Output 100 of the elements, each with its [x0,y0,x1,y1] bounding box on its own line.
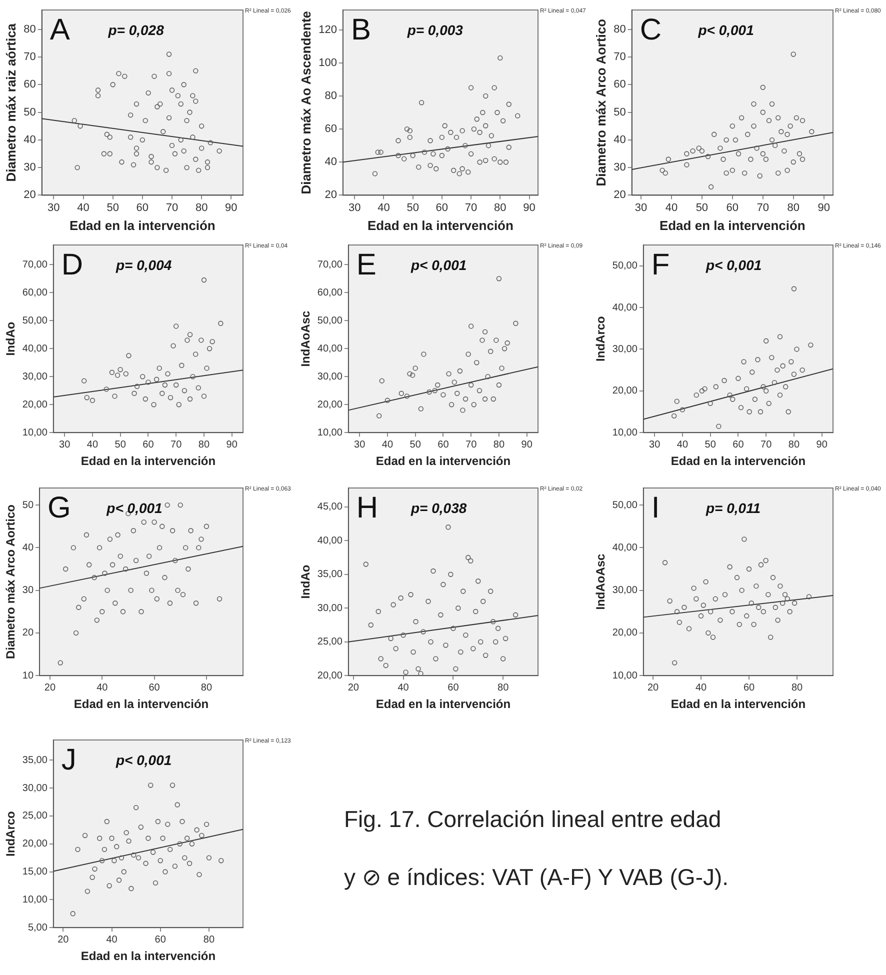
point [720,156,726,162]
point [458,649,464,655]
point [410,372,416,378]
point [184,836,190,841]
point [115,532,120,538]
point [426,598,431,604]
point [766,400,772,406]
point [408,592,414,598]
x-tick-label: 50 [106,202,119,214]
point [736,622,742,628]
point [218,858,224,864]
y-axis-title: Diametro máx Arco Aortico [593,18,608,186]
point [170,528,176,534]
point [730,168,736,173]
point [160,129,166,134]
point [393,646,398,652]
x-tick-label: 90 [521,439,533,450]
point [486,142,492,148]
point [471,126,477,132]
y-tick-label: 40,00 [317,535,343,546]
point [216,148,222,154]
point [78,123,83,129]
x-tick-label: 50 [406,202,419,214]
point [494,338,499,343]
point [158,858,163,864]
point [152,880,158,886]
point [445,146,450,152]
point [496,276,502,282]
point [448,130,454,135]
point [138,824,144,830]
point [446,371,452,376]
point [460,128,465,134]
point [778,129,784,134]
point [710,634,716,640]
point [388,636,394,642]
point [438,612,444,618]
point [193,352,198,357]
chart-title: E [356,248,376,282]
point [703,579,708,584]
point [708,609,714,614]
point [180,592,186,598]
y-tick-label: 45,00 [317,502,343,513]
point [470,646,476,652]
point [160,836,166,841]
point [420,629,426,634]
point [416,164,422,170]
y-tick-label: 30 [24,162,36,174]
y-tick-label: 20,00 [22,838,48,850]
chart-title: B [350,13,371,46]
y-tick-label: 5,00 [28,922,48,934]
x-tick-label: 70 [760,439,772,450]
point [81,596,86,602]
y-tick-label: 70 [614,51,626,64]
point [745,132,750,137]
x-tick-label: 40 [86,439,98,450]
point [206,855,212,860]
point [502,636,508,642]
point [183,545,188,550]
point [383,662,388,668]
point [63,566,68,572]
point [201,394,207,399]
x-tick-label: 60 [448,682,460,694]
x-tick-label: 60 [436,202,448,214]
text: p= 0,028 [107,22,164,38]
point [732,137,738,143]
y-axis-title: IndAo [298,564,313,599]
point [777,392,783,398]
text: p= 0,011 [704,500,761,516]
y-tick-label: 40 [614,134,626,146]
point [468,382,474,388]
point [784,168,790,173]
point [204,524,210,529]
point [422,150,428,155]
y-tick-label: 70,00 [22,259,48,270]
x-tick-label: 40 [382,439,394,450]
point [672,660,678,666]
text: p< 0,001 [704,256,762,273]
x-tick-label: 60 [136,202,149,214]
point [694,392,699,398]
point [154,376,160,382]
x-tick-label: 40 [665,202,678,214]
chart-title: I [651,491,660,524]
point [496,382,502,388]
point [90,874,95,880]
point [788,359,794,364]
y-tick-label: 40 [24,134,36,146]
text: p< 0,001 [114,752,172,768]
point [446,524,451,530]
point [187,396,193,402]
point [189,841,195,846]
point [746,409,752,414]
x-tick-label: 40 [676,439,688,450]
point [730,609,735,614]
point [473,608,478,614]
y-tick-label: 50 [24,106,36,118]
point [186,860,192,866]
point [462,142,468,148]
point [727,392,732,398]
y-tick-label: 20 [614,189,626,202]
point [468,151,474,156]
